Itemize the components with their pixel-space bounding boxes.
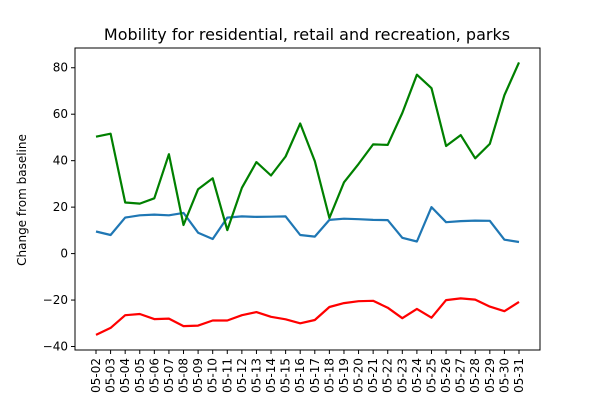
- x-tick-label: 05-19: [337, 358, 351, 393]
- x-tick-label: 05-05: [133, 358, 147, 393]
- x-tick-label: 05-18: [322, 358, 336, 393]
- y-tick-label: −40: [43, 340, 68, 354]
- x-tick-label: 05-21: [366, 358, 380, 393]
- x-tick-label: 05-09: [191, 358, 205, 393]
- x-tick-label: 05-13: [249, 358, 263, 393]
- x-tick-label: 05-30: [497, 358, 511, 393]
- x-tick-label: 05-20: [352, 358, 366, 393]
- x-tick-label: 05-27: [454, 358, 468, 393]
- x-tick-label: 05-15: [279, 358, 293, 393]
- y-tick-label: −20: [43, 293, 68, 307]
- x-tick-label: 05-12: [235, 358, 249, 393]
- x-tick-label: 05-16: [293, 358, 307, 393]
- x-tick-label: 05-22: [381, 358, 395, 393]
- series-line-2: [95, 297, 520, 336]
- x-tick-label: 05-02: [89, 358, 103, 393]
- series-line-0: [95, 206, 520, 244]
- y-axis-label: Change from baseline: [15, 134, 29, 266]
- x-tick-label: 05-06: [147, 358, 161, 393]
- x-tick-label: 05-04: [118, 358, 132, 393]
- y-tick-label: 20: [53, 200, 68, 214]
- x-tick-label: 05-11: [220, 358, 234, 393]
- x-tick-label: 05-29: [483, 358, 497, 393]
- x-tick-label: 05-17: [308, 358, 322, 393]
- x-tick-label: 05-03: [104, 358, 118, 393]
- x-tick-label: 05-10: [206, 358, 220, 393]
- y-tick-label: 80: [53, 61, 68, 75]
- x-tick-label: 05-14: [264, 358, 278, 393]
- series-line-1: [95, 61, 521, 232]
- x-tick-label: 05-08: [177, 358, 191, 393]
- x-tick-label: 05-31: [512, 358, 526, 393]
- y-tick-label: 40: [53, 154, 68, 168]
- x-tick-label: 05-25: [424, 358, 438, 393]
- y-axis: −40 −20 0 20 40 60 80: [43, 61, 75, 354]
- x-tick-label: 05-24: [410, 358, 424, 393]
- x-axis: 05-02 05-03 05-04 05-05 05-06 05-07 05-08 05-09…: [89, 350, 526, 393]
- x-tick-label: 05-28: [468, 358, 482, 393]
- y-tick-label: 0: [60, 247, 68, 261]
- plot-frame: [74, 47, 541, 351]
- chart-title: Mobility for residential, retail and rec…: [104, 25, 510, 44]
- y-tick-label: 60: [53, 107, 68, 121]
- x-tick-label: 05-07: [162, 358, 176, 393]
- series-lines: [95, 61, 521, 336]
- x-tick-label: 05-23: [395, 358, 409, 393]
- x-tick-label: 05-26: [439, 358, 453, 393]
